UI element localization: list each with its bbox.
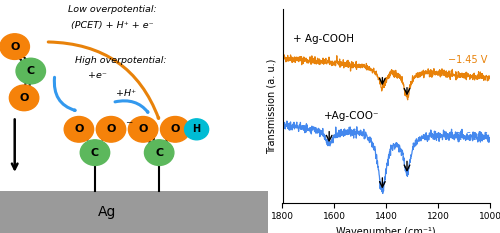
Text: High overpotential:: High overpotential: [75, 56, 166, 65]
Circle shape [160, 116, 190, 142]
Circle shape [184, 119, 208, 140]
Text: H: H [192, 124, 200, 134]
Circle shape [10, 85, 39, 111]
Circle shape [96, 116, 126, 142]
X-axis label: Wavenumber (cm⁻¹): Wavenumber (cm⁻¹) [336, 227, 436, 233]
FancyArrowPatch shape [54, 77, 75, 110]
Text: +e⁻: +e⁻ [88, 71, 107, 80]
Text: O: O [10, 42, 20, 51]
FancyArrowPatch shape [48, 42, 158, 118]
Text: +H⁺: +H⁺ [116, 89, 136, 98]
Text: C: C [155, 148, 163, 158]
FancyArrowPatch shape [115, 101, 148, 112]
Circle shape [64, 116, 94, 142]
Text: O: O [138, 124, 148, 134]
Circle shape [16, 58, 46, 84]
Text: ⁻: ⁻ [124, 119, 132, 133]
Text: O: O [74, 124, 84, 134]
Text: O: O [170, 124, 180, 134]
Text: Low overpotential:: Low overpotential: [68, 5, 156, 14]
Text: Ag: Ag [98, 205, 116, 219]
Text: +Ag-COO⁻: +Ag-COO⁻ [324, 111, 380, 121]
Text: C: C [91, 148, 99, 158]
Text: (PCET) + H⁺ + e⁻: (PCET) + H⁺ + e⁻ [71, 21, 154, 30]
Text: −1.45 V: −1.45 V [448, 55, 488, 65]
Text: C: C [26, 66, 35, 76]
Text: −1.60 V: −1.60 V [448, 132, 488, 142]
Text: O: O [106, 124, 116, 134]
Text: O: O [20, 93, 29, 103]
Circle shape [80, 140, 110, 165]
Circle shape [128, 116, 158, 142]
Circle shape [0, 34, 30, 59]
Bar [0, 191, 268, 233]
Text: + Ag-COOH: + Ag-COOH [293, 34, 354, 44]
Circle shape [144, 140, 174, 165]
Y-axis label: Transmission (a. u.): Transmission (a. u.) [267, 58, 277, 154]
